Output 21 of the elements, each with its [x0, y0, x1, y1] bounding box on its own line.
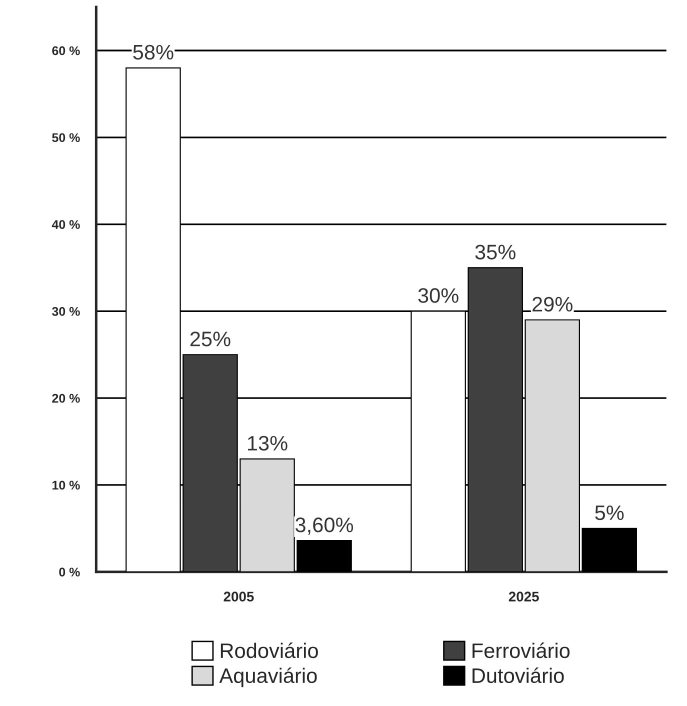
y-tick-label: 40 %: [52, 220, 80, 229]
legend-label: Aquaviário: [219, 668, 317, 688]
data-label: 5%: [595, 505, 624, 520]
x-tick-label: 2025: [508, 592, 539, 602]
data-label: 25%: [190, 332, 230, 346]
y-tick-label: 50 %: [52, 133, 80, 142]
y-tick-label: 20 %: [52, 394, 80, 403]
data-label: 58%: [133, 44, 174, 60]
y-tick-label: 0 %: [59, 568, 80, 577]
data-label: 30%: [418, 288, 458, 303]
legend-label: Ferroviário: [472, 642, 570, 658]
data-label: 35%: [475, 244, 516, 260]
data-label: 3,60%: [296, 518, 354, 535]
x-tick-label: 2005: [224, 592, 254, 602]
legend-label: Rodoviário: [220, 642, 318, 658]
legend-label: Dutoviário: [472, 668, 564, 684]
y-tick-label: 30 %: [52, 306, 80, 316]
y-tick-label: 10 %: [52, 480, 80, 490]
data-label: 13%: [248, 436, 288, 451]
y-tick-label: 60 %: [52, 46, 80, 56]
data-label: 29%: [532, 296, 572, 312]
